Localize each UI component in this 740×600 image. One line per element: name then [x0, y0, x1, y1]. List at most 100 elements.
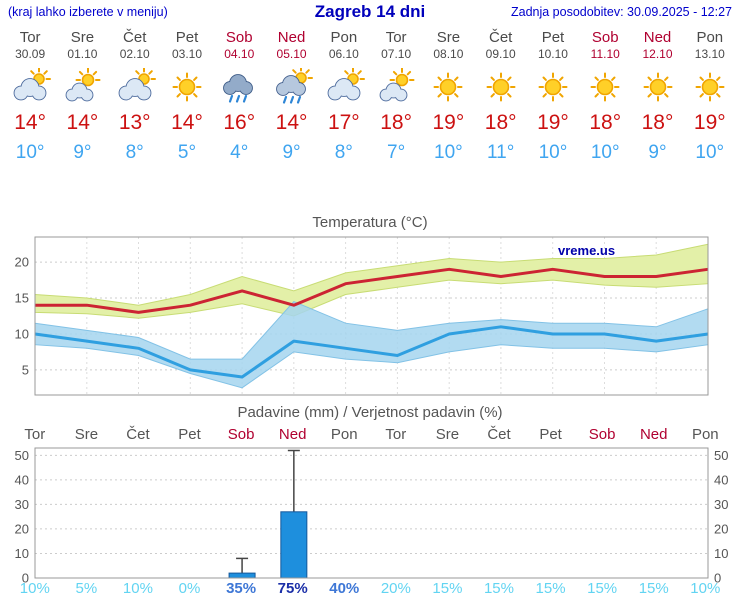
day-column-sre-01.10[interactable]: Sre 01.10 14° 9° — [56, 29, 108, 164]
precip-day-label: Čet — [126, 426, 150, 443]
day-name: Pet — [175, 29, 199, 46]
day-name: Ned — [277, 29, 306, 46]
sunny-weather-icon — [161, 68, 213, 108]
watermark-text: vreme.us — [558, 243, 616, 258]
day-high-temp: 14° — [171, 111, 203, 134]
precip-probability: 15% — [483, 580, 514, 597]
day-column-pet-10.10[interactable]: Pet 10.10 19° 10° — [527, 29, 579, 164]
svg-text:20: 20 — [15, 255, 29, 270]
precip-probability: 10% — [690, 580, 721, 597]
precip-probability: 15% — [638, 580, 669, 597]
day-low-temp: 11° — [487, 142, 515, 163]
cloudy-weather-icon — [318, 67, 370, 108]
day-column-čet-02.10[interactable]: Čet 02.10 13° 8° — [109, 29, 161, 164]
day-name: Ned — [643, 29, 672, 46]
showers-weather-icon — [265, 66, 317, 108]
svg-text:0: 0 — [714, 571, 721, 586]
day-column-pon-13.10[interactable]: Pon 13.10 19° 10° — [684, 29, 736, 164]
day-low-temp: 8° — [334, 142, 353, 163]
day-high-temp: 18° — [380, 111, 412, 134]
precip-probability: 15% — [535, 580, 566, 597]
precip-day-label: Čet — [487, 426, 511, 443]
day-date: 05.10 — [276, 47, 307, 61]
day-column-pon-06.10[interactable]: Pon 06.10 17° 8° — [318, 29, 370, 164]
temp-max-line — [35, 267, 709, 314]
day-name: Pon — [330, 29, 358, 46]
day-high-temp: 14° — [14, 111, 47, 134]
day-high-temp: 19° — [432, 111, 465, 134]
sunny-weather-icon — [527, 68, 579, 108]
day-column-sob-04.10[interactable]: Sob 04.10 16° 4° — [213, 29, 265, 164]
day-high-temp: 17° — [327, 111, 360, 134]
day-date: 09.10 — [485, 47, 516, 61]
cloudy-weather-icon — [109, 67, 161, 108]
day-high-temp: 18° — [641, 111, 674, 134]
precip-probability-row: 10% 5% 10% 0% 35% 75% 40% 20% 15% 15% 15% 15% 15% 10% — [9, 580, 731, 597]
precip-probability: 5% — [75, 580, 98, 597]
precip-probability: 10% — [19, 580, 50, 597]
day-low-temp: 8° — [125, 142, 144, 163]
day-name: Tor — [19, 29, 41, 46]
day-high-temp: 18° — [589, 111, 622, 134]
day-low-temp: 10° — [15, 142, 45, 163]
day-date: 10.10 — [537, 47, 568, 61]
precip-day-label: Ned — [639, 426, 668, 443]
day-column-tor-07.10[interactable]: Tor 07.10 18° 7° — [370, 29, 422, 164]
precip-day-label: Pon — [330, 426, 358, 443]
day-column-sre-08.10[interactable]: Sre 08.10 19° 10° — [422, 29, 474, 164]
precipitation-chart-title: Padavine (mm) / Verjetnost padavin (%) — [237, 404, 503, 421]
last-update-text: Zadnja posodobitev: 30.09.2025 - 12:27 — [510, 5, 732, 19]
day-name: Sre — [70, 29, 95, 46]
day-name: Čet — [123, 29, 147, 46]
svg-text:15: 15 — [15, 291, 29, 306]
day-date: 08.10 — [433, 47, 464, 61]
svg-text:10: 10 — [15, 327, 29, 342]
day-low-temp: 10° — [590, 142, 620, 163]
day-column-ned-05.10[interactable]: Ned 05.10 14° 9° — [265, 29, 317, 164]
day-low-temp: 7° — [387, 142, 406, 163]
svg-text:0: 0 — [22, 571, 29, 586]
svg-text:50: 50 — [15, 448, 29, 463]
day-name: Sre — [436, 29, 461, 46]
day-date: 04.10 — [224, 47, 255, 61]
precip-day-label: Sob — [227, 426, 255, 443]
day-low-temp: 10° — [695, 142, 725, 163]
day-low-temp: 10° — [434, 142, 463, 163]
day-low-temp: 5° — [177, 142, 197, 163]
day-name: Sob — [591, 29, 619, 46]
day-low-temp: 10° — [538, 142, 568, 163]
svg-text:30: 30 — [714, 497, 728, 512]
day-date: 03.10 — [171, 47, 202, 61]
precip-probability: 35% — [226, 580, 257, 597]
partly-weather-icon — [56, 67, 108, 108]
day-high-temp: 16° — [223, 111, 256, 134]
day-column-sob-11.10[interactable]: Sob 11.10 18° 10° — [579, 29, 631, 164]
svg-text:40: 40 — [15, 472, 29, 487]
precip-probability: 0% — [178, 580, 201, 597]
day-name: Sob — [225, 29, 253, 46]
day-name: Pet — [541, 29, 565, 46]
sunny-weather-icon — [684, 68, 736, 108]
sunny-weather-icon — [422, 68, 474, 108]
partly-weather-icon — [370, 67, 422, 108]
precip-probability: 20% — [380, 580, 411, 597]
svg-text:20: 20 — [15, 521, 29, 536]
sunny-weather-icon — [631, 68, 683, 108]
precip-probability: 15% — [587, 580, 618, 597]
day-high-temp: 14° — [275, 111, 308, 134]
day-high-temp: 14° — [66, 111, 99, 134]
day-column-ned-12.10[interactable]: Ned 12.10 18° 9° — [631, 29, 683, 164]
precip-probability: 75% — [277, 580, 308, 597]
day-high-temp: 13° — [118, 111, 151, 134]
day-low-temp: 9° — [648, 142, 667, 163]
day-column-pet-03.10[interactable]: Pet 03.10 14° 5° — [161, 29, 213, 164]
day-column-čet-09.10[interactable]: Čet 09.10 18° 11° — [475, 29, 527, 164]
svg-text:50: 50 — [714, 448, 728, 463]
temp-min-line — [34, 325, 709, 379]
svg-text:20: 20 — [714, 521, 728, 536]
day-date: 06.10 — [328, 47, 359, 61]
day-column-tor-30.09[interactable]: Tor 30.09 14° 10° — [4, 29, 56, 164]
day-name: Čet — [489, 29, 513, 46]
precip-day-label: Pet — [539, 426, 562, 443]
